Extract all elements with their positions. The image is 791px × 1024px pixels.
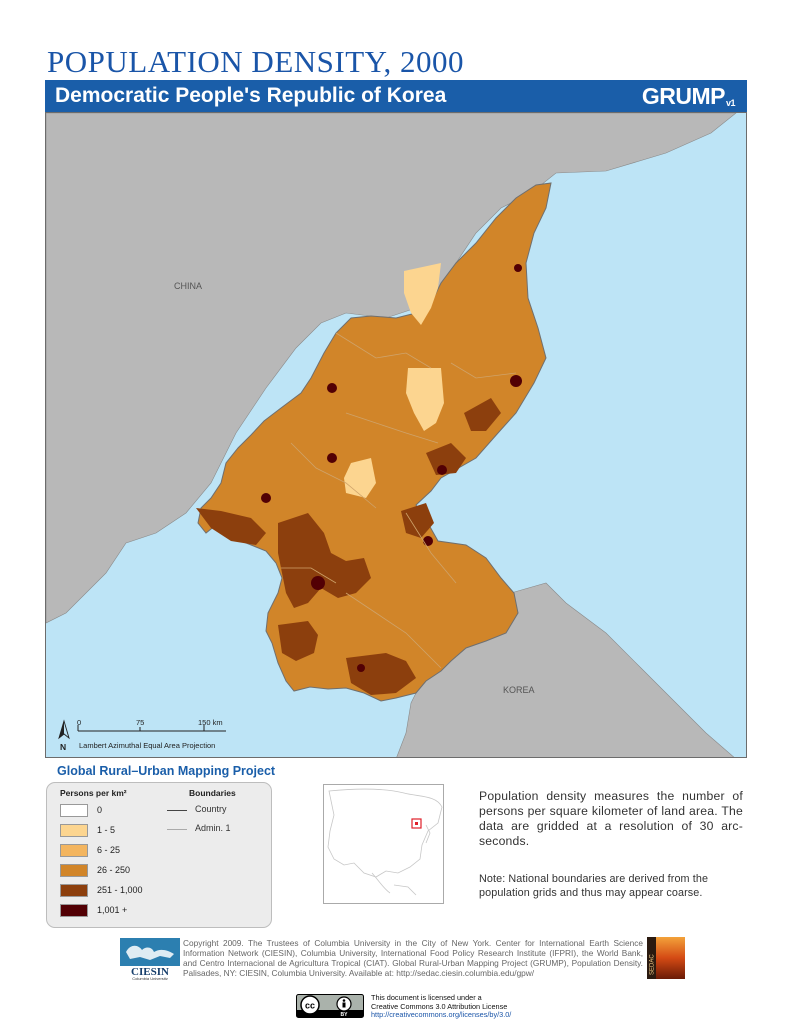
license-line-1: This document is licensed under a: [371, 993, 482, 1002]
license-line-2: Creative Commons 3.0 Attribution License: [371, 1001, 508, 1011]
description-text: Population density measures the number o…: [479, 789, 743, 848]
high-density-city-4: [437, 465, 447, 475]
label-china: CHINA: [174, 281, 202, 291]
sedac-logo-text: SEDAC: [650, 954, 656, 975]
high-density-city-7: [357, 664, 365, 672]
legend-class-label: 251 - 1,000: [97, 885, 143, 895]
legend-class-label: 0: [97, 805, 103, 815]
legend-swatch: [60, 864, 88, 877]
page-title: POPULATION DENSITY, 2000: [47, 44, 465, 79]
legend-class-label: 1 - 5: [97, 825, 116, 835]
high-density-city-2: [261, 493, 271, 503]
grump-logo-text: GRUMP: [641, 83, 726, 109]
scale-tick-75: 75: [136, 718, 144, 727]
grump-logo-version: v1: [725, 98, 736, 108]
legend-class-label: 6 - 25: [97, 845, 121, 855]
ciesin-logo-text: CIESIN: [131, 966, 169, 978]
ciesin-logo: CIESIN Columbia University: [120, 938, 180, 981]
medium-density-area-hamhung: [426, 443, 466, 475]
note-text: Note: National boundaries are derived fr…: [479, 873, 709, 899]
title-bar: Democratic People's Republic of Korea GR…: [45, 80, 747, 112]
legend-swatch: [60, 884, 88, 897]
high-density-city-3: [510, 375, 522, 387]
low-density-area-north: [404, 263, 441, 325]
project-title: Global Rural–Urban Mapping Project: [57, 764, 276, 778]
legend-swatch: [60, 804, 88, 817]
north-arrow-icon: N: [58, 719, 70, 752]
legend-class-label: 26 - 250: [97, 865, 131, 875]
admin-boundaries: [281, 332, 517, 669]
high-density-city-1: [327, 383, 337, 393]
svg-text:cc: cc: [305, 1001, 315, 1011]
legend-swatch: [60, 844, 88, 857]
legend-swatch: [60, 824, 88, 837]
north-label: N: [60, 742, 66, 752]
legend-class-label: 1,001 +: [97, 905, 128, 915]
locator-map-drawing: [327, 788, 443, 896]
locator-map: [323, 784, 444, 904]
medium-density-area-coast: [196, 508, 266, 545]
legend: Persons per km² Boundaries 0 1 - 5 6 - 2…: [46, 782, 272, 928]
high-density-city-5: [423, 536, 433, 546]
medium-density-area-southeast: [346, 653, 416, 695]
license-text: This document is licensed under a Creati…: [371, 993, 512, 1020]
legend-boundaries-heading: Boundaries: [189, 788, 236, 798]
map-canvas: CHINA KOREA 0 75 150 km Lambert Azimutha…: [46, 113, 737, 757]
legend-swatch: [60, 904, 88, 917]
map-frame: CHINA KOREA 0 75 150 km Lambert Azimutha…: [45, 112, 747, 758]
medium-density-area-southwest: [278, 621, 318, 661]
scale-bar: 0 75 150 km Lambert Azimuthal Equal Area…: [77, 718, 226, 750]
grump-logo: GRUMPv1: [641, 83, 736, 110]
admin-line-icon: [167, 829, 187, 830]
projection-label: Lambert Azimuthal Equal Area Projection: [79, 741, 215, 750]
license-link[interactable]: http://creativecommons.org/licenses/by/3…: [371, 1010, 512, 1019]
high-density-city-6: [514, 264, 522, 272]
china-landmass: [46, 113, 737, 624]
medium-density-area-northeast: [464, 398, 501, 431]
legend-density-heading: Persons per km²: [60, 788, 127, 798]
scale-tick-150: 150 km: [198, 718, 223, 727]
sedac-logo: SEDAC: [647, 937, 685, 979]
medium-density-area-east: [401, 503, 434, 538]
medium-density-area-west: [278, 513, 371, 608]
country-title: Democratic People's Republic of Korea: [55, 84, 447, 107]
label-korea: KOREA: [503, 685, 535, 695]
locator-highlight-box: [411, 818, 422, 829]
copyright-text: Copyright 2009. The Trustees of Columbia…: [183, 938, 643, 978]
high-density-city-8: [327, 453, 337, 463]
legend-boundary-label: Admin. 1: [195, 823, 231, 833]
ciesin-logo-subtext: Columbia University: [132, 976, 168, 980]
high-density-city-pyongyang: [311, 576, 325, 590]
low-density-area-central: [406, 368, 444, 431]
svg-text:BY: BY: [341, 1012, 349, 1018]
scale-tick-0: 0: [77, 718, 81, 727]
country-line-icon: [167, 810, 187, 811]
cc-by-badge-icon: cc BY: [296, 994, 364, 1018]
legend-boundary-label: Country: [195, 804, 227, 814]
